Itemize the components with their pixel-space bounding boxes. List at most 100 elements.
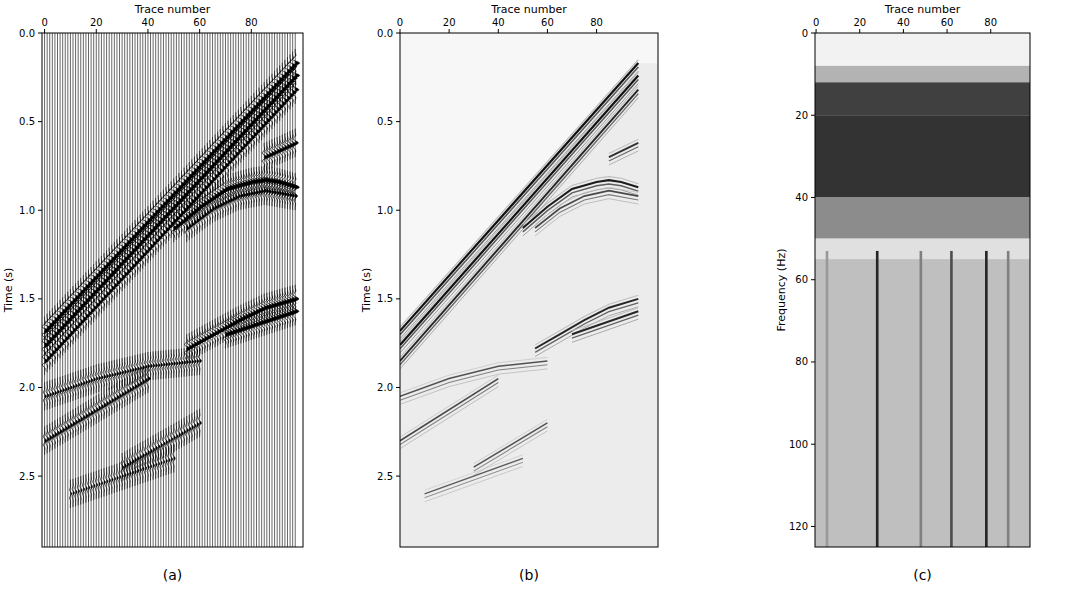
trace-line [228, 33, 229, 547]
event-band [523, 180, 638, 228]
y-tick [38, 298, 42, 299]
trace-line [215, 33, 216, 547]
x-tick [498, 29, 499, 33]
event-band [425, 466, 523, 501]
event-band [523, 184, 638, 232]
spectrum-band [815, 33, 1030, 66]
trace-line [194, 33, 195, 547]
x-tick [990, 29, 991, 33]
trace-line [197, 33, 198, 547]
x-tick-label: 20 [90, 17, 103, 28]
x-tick-label: 20 [853, 17, 866, 28]
event-fill [187, 177, 298, 243]
y-tick-label: 2.0 [19, 382, 35, 393]
spectrum-stripe [876, 251, 879, 547]
event-band [609, 151, 638, 165]
trace-line [178, 33, 179, 547]
event-wiggle [223, 297, 299, 348]
y-tick [811, 361, 815, 362]
y-tick-label: 2.0 [377, 382, 393, 393]
event-band [400, 67, 638, 335]
event-band [400, 98, 638, 369]
y-tick [396, 387, 400, 388]
trace-line [199, 33, 200, 547]
x-tick-label: 40 [142, 17, 155, 28]
trace-line [212, 33, 213, 547]
x-tick [400, 29, 401, 33]
event-band [400, 94, 638, 365]
y-tick-label: 2.5 [377, 471, 393, 482]
spectrum-stripe [1007, 251, 1010, 547]
trace-line [246, 33, 247, 547]
event-fill [70, 444, 175, 508]
event-wiggle [262, 129, 298, 172]
event-band [400, 86, 638, 357]
x-tick-label: 80 [245, 17, 258, 28]
y-tick-label: 0.5 [19, 116, 35, 127]
trace-line [217, 33, 218, 547]
x-tick [859, 29, 860, 33]
trace-line [49, 33, 50, 547]
y-tick-label: 120 [789, 521, 808, 532]
spectrum-band [815, 259, 1030, 547]
trace-line [67, 33, 68, 547]
x-tick-label: 60 [941, 17, 954, 28]
event-band [400, 379, 498, 441]
event-band [535, 307, 638, 357]
event-band [400, 369, 547, 404]
event-band [609, 139, 638, 153]
trace-line [44, 33, 45, 547]
x-tick-label: 40 [492, 17, 505, 28]
event-band [400, 90, 638, 361]
event-band [400, 383, 498, 445]
spectrum-band [815, 197, 1030, 238]
panel-caption: (c) [913, 567, 932, 583]
trace-line [202, 33, 203, 547]
x-tick [449, 29, 450, 33]
trace-line [220, 33, 221, 547]
y-tick [38, 210, 42, 211]
event-band [425, 458, 523, 493]
event-wiggle [185, 285, 299, 363]
y-axis-title: Time (s) [2, 268, 15, 314]
event-band [609, 143, 638, 157]
event-band [400, 375, 498, 437]
y-tick [811, 115, 815, 116]
event-band [523, 188, 638, 236]
panel-caption: (a) [163, 567, 183, 583]
trace-line [176, 33, 177, 547]
y-tick [396, 476, 400, 477]
y-tick-label: 60 [795, 274, 808, 285]
trace-line [191, 33, 192, 547]
trace-line [150, 33, 151, 547]
trace-line [78, 33, 79, 547]
trace-line [62, 33, 63, 547]
plot-area [815, 33, 1030, 547]
event-band [400, 60, 638, 328]
x-axis-title: Trace number [134, 3, 211, 16]
spectrum-stripe [920, 251, 923, 547]
event-band [572, 315, 638, 338]
frame [400, 33, 658, 547]
y-tick [396, 210, 400, 211]
y-axis-title: Time (s) [360, 268, 373, 314]
trace-line [230, 33, 231, 547]
trace-line [207, 33, 208, 547]
trace-line [65, 33, 66, 547]
trace-line [189, 33, 190, 547]
trace-line [209, 33, 210, 547]
x-tick-label: 60 [541, 17, 554, 28]
y-tick [38, 33, 42, 34]
background [42, 33, 303, 547]
spectrum-band [815, 82, 1030, 115]
y-tick-label: 1.5 [377, 293, 393, 304]
y-tick-label: 20 [795, 110, 808, 121]
y-tick [396, 298, 400, 299]
x-tick [947, 29, 948, 33]
x-tick-label: 80 [590, 17, 603, 28]
y-tick-label: 0.0 [19, 28, 35, 39]
trace-line [235, 33, 236, 547]
y-tick-label: 0.0 [377, 28, 393, 39]
below-first-arrival [400, 63, 658, 547]
y-tick [38, 387, 42, 388]
